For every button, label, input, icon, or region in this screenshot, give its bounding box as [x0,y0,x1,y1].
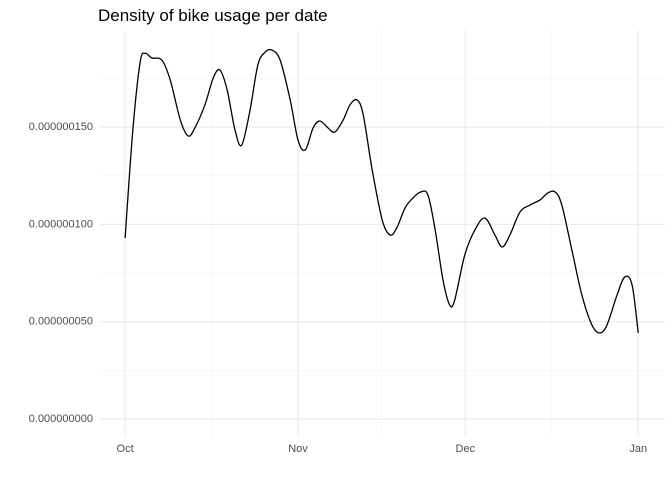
x-tick-label: Oct [117,443,134,455]
x-tick-label: Nov [288,443,308,455]
x-tick-label: Jan [629,443,647,455]
y-tick-label: 0.000000050 [29,316,93,328]
y-tick-label: 0.000000150 [29,121,93,133]
chart-title: Density of bike usage per date [98,6,328,25]
density-line [124,48,639,334]
y-tick-label: 0.000000100 [29,218,93,230]
y-tick-label: 0.000000000 [29,413,93,425]
x-tick-label: Dec [456,443,476,455]
